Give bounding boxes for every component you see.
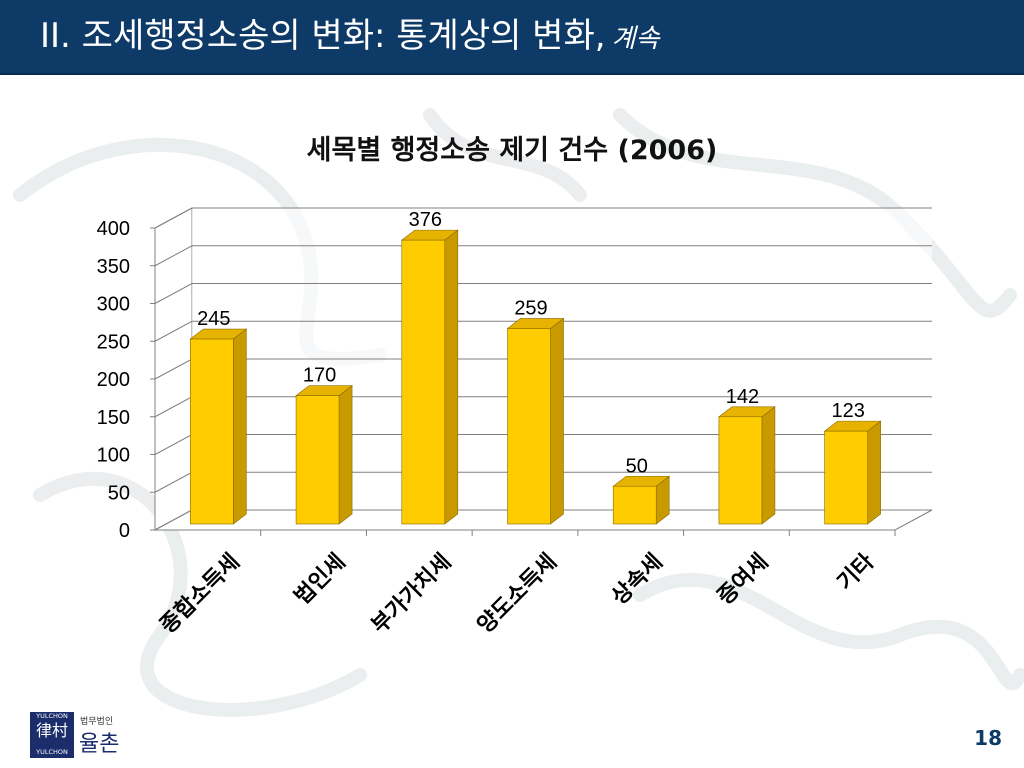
y-tick-label: 100 [97, 445, 130, 467]
slide-title: II. 조세행정소송의 변화: 통계상의 변화, 계속 [40, 16, 659, 59]
bar-side [233, 328, 247, 525]
data-label: 50 [626, 455, 648, 477]
logo-en-bottom: YULCHON [36, 748, 68, 756]
bar [718, 416, 763, 525]
gridline [154, 320, 932, 342]
y-tick-label: 200 [97, 369, 130, 391]
bar [401, 239, 446, 525]
title-bar: II. 조세행정소송의 변화: 통계상의 변화, 계속 [0, 0, 1024, 75]
logo-small-text: 법무법인 [80, 717, 114, 727]
bar-side [867, 420, 881, 525]
x-tick-label: 종합소득세 [155, 549, 245, 639]
x-tick-label: 상속세 [607, 549, 668, 610]
y-tick-label: 300 [97, 294, 130, 316]
x-tick-label: 양도소득세 [473, 549, 562, 638]
data-label: 170 [303, 365, 336, 387]
y-tick-label: 250 [97, 331, 130, 353]
page-number: 18 [974, 726, 1002, 750]
x-tick-label: 기타 [833, 549, 880, 596]
gridline [154, 245, 932, 267]
logo-glyph: 律村 [35, 721, 68, 740]
chart-title: 세목별 행정소송 제기 건수 (2006) [306, 135, 718, 166]
bar [190, 338, 234, 525]
logo-emblem: YULCHON 律村 YULCHON [30, 712, 74, 758]
bar-side [761, 406, 776, 525]
bar [507, 328, 551, 525]
gridline [154, 207, 932, 229]
slide-title-suffix: 계속 [611, 24, 660, 54]
company-logo: YULCHON 律村 YULCHON 법무법인 율촌 [30, 712, 140, 760]
slide-title-main: II. 조세행정소송의 변화: 통계상의 변화, [40, 16, 606, 56]
data-label: 245 [197, 308, 230, 330]
bar [295, 395, 340, 525]
bar [824, 430, 868, 525]
y-tick-label: 150 [97, 407, 130, 429]
y-tick-label: 400 [97, 218, 130, 240]
bar-side [444, 229, 459, 525]
data-label: 376 [409, 209, 442, 231]
bar-side [550, 317, 564, 525]
bar-side [338, 385, 353, 525]
y-tick-label: 50 [108, 482, 130, 504]
y-tick-label: 0 [119, 520, 130, 542]
x-tick-label: 부가가치세 [367, 549, 456, 638]
gridline [154, 283, 932, 304]
x-tick-label: 법인세 [290, 549, 351, 610]
data-label: 142 [726, 386, 759, 408]
data-label: 259 [514, 297, 547, 319]
logo-big-text: 율촌 [79, 732, 120, 757]
logo-en-top: YULCHON [36, 712, 68, 720]
bar [612, 485, 657, 525]
y-tick-label: 350 [97, 256, 130, 278]
x-tick-label: 증여세 [713, 549, 774, 610]
data-label: 123 [831, 400, 864, 422]
